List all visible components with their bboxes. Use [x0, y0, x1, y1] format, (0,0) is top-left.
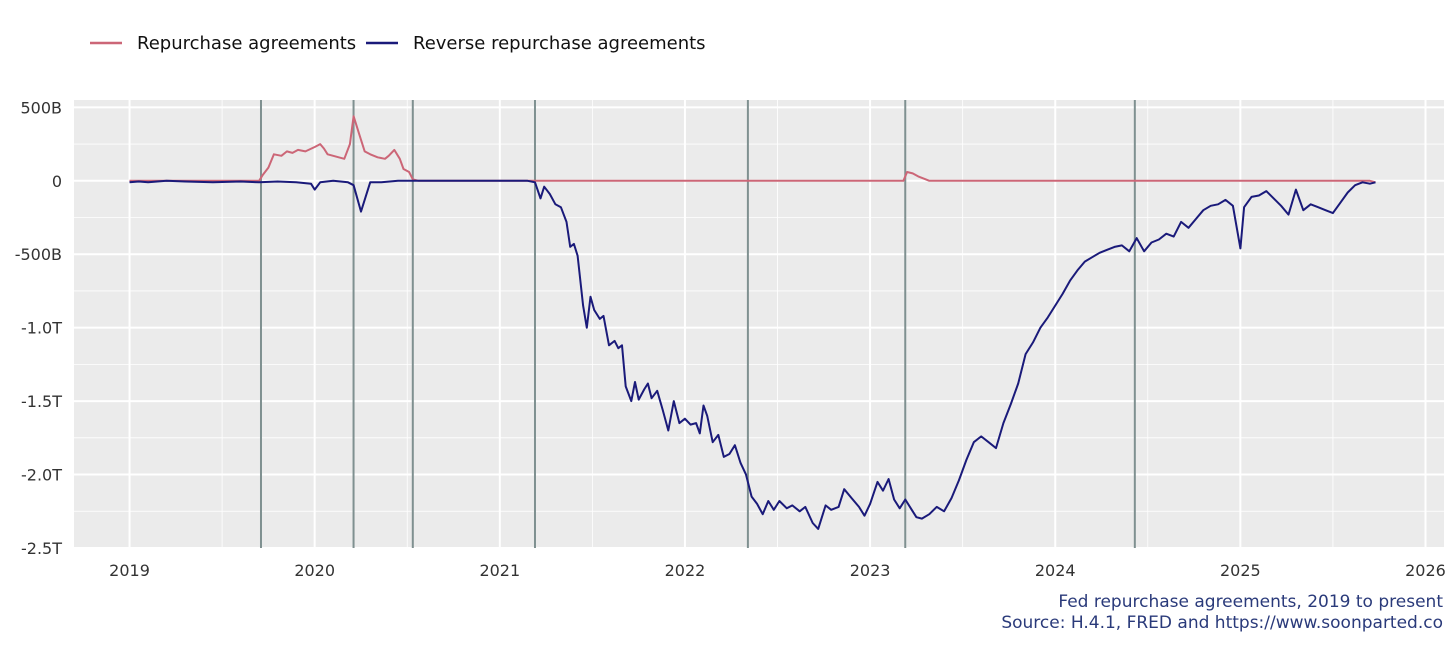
x-tick-label: 2022: [665, 561, 706, 580]
grid: [74, 100, 1444, 549]
chart-caption-source: Source: H.4.1, FRED and https://www.soon…: [1001, 613, 1443, 633]
y-tick-label: -2.0T: [21, 466, 62, 485]
series-line-repurchase: [129, 115, 1376, 184]
x-tick-label: 2026: [1405, 561, 1446, 580]
y-tick-label: -1.5T: [21, 392, 62, 411]
x-tick-label: 2021: [479, 561, 520, 580]
legend-label-reverse-repurchase: Reverse repurchase agreements: [413, 33, 706, 54]
vertical-markers: [259, 100, 1136, 548]
y-axis-tick-labels: 500B 0 -500B -1.0T -1.5T -2.0T -2.5T: [15, 98, 63, 558]
series-line-reverse-repurchase: [129, 179, 1376, 530]
x-axis-tick-labels: 2019 2020 2021 2022 2023 2024 2025 2026: [109, 561, 1446, 580]
y-tick-label: -2.5T: [21, 539, 62, 558]
x-tick-label: 2019: [109, 561, 150, 580]
y-tick-label: -500B: [15, 245, 62, 264]
y-tick-label: -1.0T: [21, 319, 62, 338]
y-tick-label: 0: [52, 172, 62, 191]
plot-panel: [74, 100, 1444, 548]
x-tick-label: 2025: [1220, 561, 1261, 580]
x-tick-label: 2020: [294, 561, 335, 580]
legend: Repurchase agreements Reverse repurchase…: [90, 33, 706, 54]
legend-label-repurchase: Repurchase agreements: [137, 33, 356, 54]
series-layer: [129, 115, 1376, 530]
x-tick-label: 2023: [850, 561, 891, 580]
x-tick-label: 2024: [1035, 561, 1076, 580]
chart-caption-title: Fed repurchase agreements, 2019 to prese…: [1058, 592, 1443, 612]
y-tick-label: 500B: [20, 98, 62, 117]
